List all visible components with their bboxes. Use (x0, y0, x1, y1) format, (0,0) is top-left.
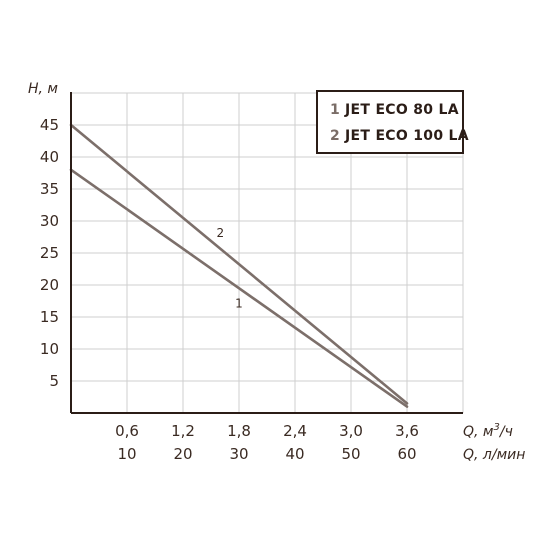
y-tick-label: 35 (40, 180, 59, 198)
y-tick-label: 45 (40, 116, 59, 134)
x-tick-label-lmin: 60 (397, 445, 416, 463)
y-tick-label: 20 (40, 276, 59, 294)
series-lines: 12 (69, 123, 409, 408)
y-axis-label: H, м (28, 81, 58, 97)
x-tick-label-lmin: 10 (117, 445, 136, 463)
y-tick-label: 5 (49, 372, 59, 390)
y-tick-label: 15 (40, 308, 59, 326)
legend: 1 JET ECO 80 LA 2 JET ECO 100 LA (316, 90, 469, 154)
x-tick-label-lmin: 40 (285, 445, 304, 463)
axes (70, 92, 463, 414)
tick-labels: 5 10 15 20 25 30 35 40 45 0,6 1,2 1,8 2,4 3,0 3,6 10 20 3… (40, 116, 419, 463)
line-label-2: 2 (217, 226, 225, 240)
x-tick-label-lmin: 20 (173, 445, 192, 463)
x-tick-label-m3h: 3,0 (339, 422, 363, 440)
x-tick-label-m3h: 0,6 (115, 422, 139, 440)
x-tick-label-m3h: 3,6 (395, 422, 419, 440)
legend-item-1: 1 JET ECO 80 LA (330, 102, 459, 118)
legend-number: 2 (330, 128, 341, 144)
x-tick-label-m3h: 1,8 (227, 422, 251, 440)
x-tick-label-m3h: 1,2 (171, 422, 195, 440)
y-tick-label: 30 (40, 212, 59, 230)
legend-label: JET ECO 80 LA (345, 102, 459, 118)
x-tick-label-m3h: 2,4 (283, 422, 307, 440)
x-axis-label-lmin: Q, л/мин (463, 447, 525, 463)
line-label-1: 1 (235, 296, 243, 310)
x-axis-label-m3h: Q, м3/ч (463, 422, 513, 440)
y-tick-label: 40 (40, 148, 59, 166)
y-tick-label: 25 (40, 244, 59, 262)
x-tick-label-lmin: 30 (229, 445, 248, 463)
legend-item-2: 2 JET ECO 100 LA (330, 128, 469, 144)
legend-number: 1 (330, 102, 341, 118)
series-line-2 (69, 123, 409, 405)
legend-label: JET ECO 100 LA (345, 128, 469, 144)
y-tick-label: 10 (40, 340, 59, 358)
series-line-1 (69, 168, 409, 408)
x-tick-label-lmin: 50 (341, 445, 360, 463)
